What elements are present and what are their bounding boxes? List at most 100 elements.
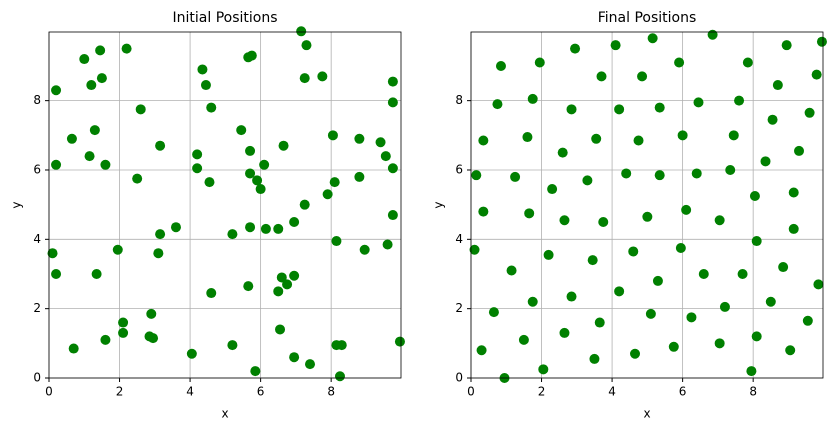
point [804, 107, 815, 118]
point [227, 229, 238, 240]
y-tick-label: 2 [33, 301, 41, 315]
x-tick-label: 2 [116, 385, 124, 399]
point [559, 327, 570, 338]
y-tick-label: 0 [455, 371, 463, 385]
point [698, 268, 709, 279]
point [273, 286, 284, 297]
point [570, 43, 581, 54]
point [155, 229, 166, 240]
chart-title: Initial Positions [173, 10, 278, 26]
point [273, 223, 284, 234]
point [354, 133, 365, 144]
point [359, 244, 370, 255]
point [522, 132, 533, 143]
point [492, 99, 503, 110]
point [317, 71, 328, 82]
point [282, 279, 293, 290]
point [518, 334, 529, 345]
point [749, 190, 760, 201]
point [538, 364, 549, 375]
point [299, 199, 310, 210]
y-tick-label: 0 [33, 371, 41, 385]
point [778, 262, 789, 273]
x-tick-label: 8 [749, 385, 757, 399]
point [781, 40, 792, 51]
point [587, 255, 598, 266]
point [68, 343, 79, 354]
point [153, 248, 164, 259]
point [289, 216, 300, 227]
x-tick-label: 2 [538, 385, 546, 399]
point [767, 114, 778, 125]
y-axis-label: y [432, 201, 446, 208]
plot-area [49, 32, 401, 378]
point [547, 184, 558, 195]
point [714, 338, 725, 349]
point [260, 223, 271, 234]
point [510, 171, 521, 182]
point [135, 104, 146, 115]
point [691, 168, 702, 179]
point [121, 43, 132, 54]
point [654, 170, 665, 181]
point [289, 270, 300, 281]
point [387, 210, 398, 221]
point [394, 336, 405, 347]
point [51, 159, 62, 170]
point [206, 288, 217, 299]
point [197, 64, 208, 75]
point [813, 279, 824, 290]
point [642, 211, 653, 222]
point [737, 268, 748, 279]
point [645, 308, 656, 319]
point [192, 149, 203, 160]
point [305, 359, 316, 370]
chart-title: Final Positions [598, 10, 697, 26]
point [614, 286, 625, 297]
x-tick-label: 0 [45, 385, 53, 399]
point [788, 187, 799, 198]
point [79, 54, 90, 65]
x-tick-label: 6 [257, 385, 265, 399]
point [637, 71, 648, 82]
point [236, 125, 247, 136]
point [714, 215, 725, 226]
point [276, 272, 287, 283]
point [100, 334, 111, 345]
point [557, 147, 568, 158]
point [681, 204, 692, 215]
point [186, 348, 197, 359]
point [802, 315, 813, 326]
point [725, 164, 736, 175]
point [245, 168, 256, 179]
y-tick-label: 2 [455, 301, 463, 315]
point [591, 133, 602, 144]
y-axis-label: y [10, 201, 24, 208]
point [566, 104, 577, 115]
point [192, 163, 203, 174]
point [677, 130, 688, 141]
point [524, 208, 535, 219]
plot-area [471, 32, 823, 378]
point [387, 163, 398, 174]
point [765, 296, 776, 307]
point [95, 45, 106, 56]
point [354, 171, 365, 182]
y-tick-label: 8 [455, 93, 463, 107]
point [132, 173, 143, 184]
point [66, 133, 77, 144]
point [596, 71, 607, 82]
point [693, 97, 704, 108]
point [794, 145, 805, 156]
point [707, 29, 718, 40]
point [527, 296, 538, 307]
y-tick-label: 4 [455, 232, 463, 246]
point [506, 265, 517, 276]
point [543, 249, 554, 260]
point [621, 168, 632, 179]
y-tick-label: 6 [455, 162, 463, 176]
point [255, 184, 266, 195]
point [728, 130, 739, 141]
point [245, 145, 256, 156]
